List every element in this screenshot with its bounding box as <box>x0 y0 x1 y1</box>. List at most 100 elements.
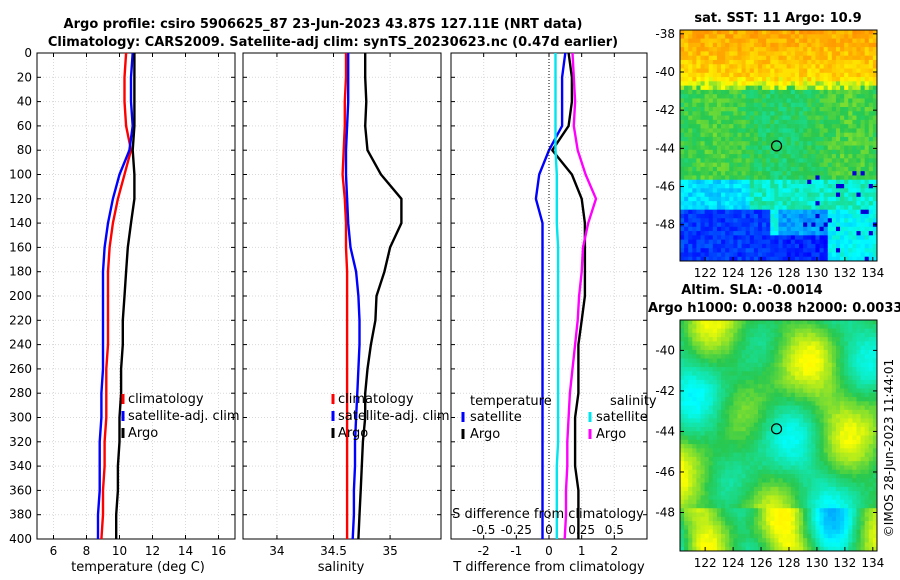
heatmap-cell <box>737 98 743 104</box>
heatmap-cell <box>716 68 722 74</box>
heatmap-cell <box>799 166 804 172</box>
heatmap-cell <box>757 478 763 484</box>
heatmap-cell <box>741 465 747 471</box>
heatmap-cell <box>799 68 804 74</box>
heatmap-cell <box>811 107 816 112</box>
heatmap-cell <box>844 94 849 99</box>
heatmap-cell <box>811 409 816 415</box>
heatmap-cell <box>684 354 689 359</box>
heatmap-cell <box>733 196 738 202</box>
heatmap-cell <box>688 529 693 535</box>
heatmap-cell <box>766 145 771 151</box>
heatmap-cell <box>725 435 730 441</box>
map-x-tick-label: 132 <box>833 266 856 280</box>
heatmap-cell <box>794 166 800 172</box>
heatmap-cell <box>692 474 697 479</box>
heatmap-cell <box>823 354 829 359</box>
heatmap-cell <box>778 345 784 351</box>
heatmap-cell <box>872 192 878 198</box>
heatmap-cell <box>823 474 829 479</box>
heatmap-cell <box>737 188 743 194</box>
heatmap-cell <box>790 119 796 125</box>
heatmap-cell <box>745 482 751 488</box>
heatmap-cell <box>729 256 734 262</box>
heatmap-cell <box>692 388 697 394</box>
heatmap-cell <box>733 320 738 325</box>
heatmap-cell <box>794 431 800 436</box>
heatmap-cell <box>725 55 730 61</box>
heatmap-cell <box>803 162 808 168</box>
heatmap-cell <box>737 461 743 466</box>
heatmap-cell <box>733 452 738 458</box>
heatmap-cell <box>856 94 862 99</box>
heatmap-cell <box>807 175 812 181</box>
heatmap-cell <box>725 124 730 129</box>
heatmap-cell <box>815 392 821 398</box>
heatmap-cell <box>807 512 812 518</box>
heatmap-cell <box>721 508 726 513</box>
heatmap-cell <box>831 256 837 262</box>
heatmap-cell <box>774 456 779 462</box>
heatmap-cell <box>827 379 833 385</box>
heatmap-cell <box>725 102 730 108</box>
heatmap-cell <box>680 94 685 99</box>
heatmap-cell <box>688 81 693 87</box>
heatmap-cell <box>778 341 784 347</box>
heatmap-cell <box>827 51 833 57</box>
heatmap-cell <box>819 188 825 194</box>
heatmap-cell <box>770 154 775 159</box>
heatmap-cell <box>749 448 755 454</box>
heatmap-cell <box>708 149 714 155</box>
heatmap-cell <box>864 184 870 189</box>
heatmap-cell <box>749 209 755 215</box>
heatmap-cell <box>803 115 808 121</box>
heatmap-cell <box>766 81 771 87</box>
heatmap-cell <box>684 89 689 95</box>
heatmap-cell <box>819 248 825 253</box>
heatmap-cell <box>688 38 693 44</box>
heatmap-cell <box>725 136 730 142</box>
heatmap-cell <box>827 422 833 428</box>
heatmap-cell <box>762 461 767 466</box>
heatmap-cell <box>757 115 763 121</box>
heatmap-cell <box>762 525 767 531</box>
heatmap-cell <box>704 328 710 334</box>
heatmap-cell <box>757 72 763 78</box>
heatmap-cell <box>766 525 771 531</box>
heatmap-cell <box>790 358 796 364</box>
heatmap-cell <box>794 422 800 428</box>
difference-panel: -2 -1 0 1 2-0.5 -0.25 0 0.25 0.5temperaturesatel… <box>450 52 657 558</box>
heatmap-cell <box>807 375 812 381</box>
heatmap-cell <box>766 320 771 325</box>
heatmap-cell <box>696 42 702 48</box>
heatmap-cell <box>803 452 808 458</box>
heatmap-cell <box>811 384 816 389</box>
heatmap-cell <box>745 51 751 57</box>
heatmap-cell <box>815 226 821 232</box>
heatmap-cell <box>729 184 734 189</box>
heatmap-cell <box>823 81 829 87</box>
heatmap-cell <box>774 205 779 211</box>
heatmap-cell <box>782 218 788 223</box>
heatmap-cell <box>807 132 812 138</box>
heatmap-cell <box>831 409 837 415</box>
heatmap-cell <box>688 482 693 488</box>
heatmap-cell <box>799 38 804 44</box>
heatmap-cell <box>684 145 689 151</box>
heatmap-cell <box>749 256 755 262</box>
heatmap-cell <box>753 47 759 52</box>
heatmap-cell <box>823 256 829 262</box>
heatmap-cell <box>856 98 862 104</box>
heatmap-cell <box>868 154 874 159</box>
heatmap-cell <box>782 149 788 155</box>
heatmap-cell <box>786 94 792 99</box>
heatmap-cell <box>774 231 779 236</box>
heatmap-cell <box>708 89 714 95</box>
heatmap-cell <box>799 461 804 466</box>
heatmap-cell <box>716 136 722 142</box>
heatmap-cell <box>774 320 779 325</box>
heatmap-cell <box>753 166 759 172</box>
heatmap-cell <box>782 341 788 347</box>
heatmap-cell <box>790 141 796 146</box>
heatmap-cell <box>831 77 837 82</box>
